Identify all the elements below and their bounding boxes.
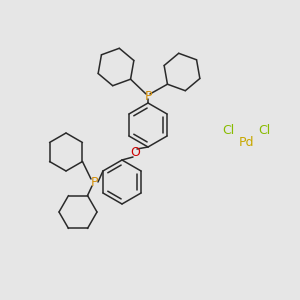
Text: P: P: [144, 91, 152, 103]
Text: P: P: [90, 176, 98, 188]
Text: Pd: Pd: [238, 136, 254, 149]
Text: Cl: Cl: [222, 124, 234, 136]
Text: Cl: Cl: [258, 124, 270, 136]
Text: O: O: [130, 146, 140, 160]
